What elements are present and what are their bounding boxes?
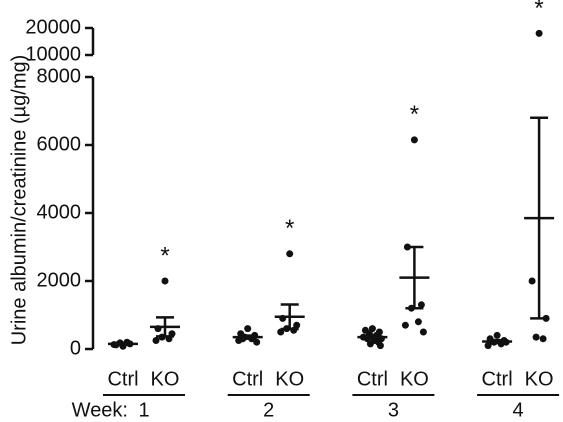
data-point xyxy=(539,335,547,343)
y-tick-label: 2000 xyxy=(37,269,82,291)
data-point xyxy=(410,136,418,144)
y-tick-label: 6000 xyxy=(37,133,82,155)
category-label: Ctrl xyxy=(107,368,138,390)
y-tick-label: 20000 xyxy=(25,16,81,38)
data-point xyxy=(244,325,252,333)
category-label: Ctrl xyxy=(357,368,388,390)
y-tick-label: 0 xyxy=(70,337,81,359)
significance-mark: * xyxy=(160,242,169,269)
data-point xyxy=(152,337,160,344)
data-point xyxy=(253,338,261,346)
y-tick-label: 10000 xyxy=(25,43,81,65)
data-point xyxy=(286,250,294,258)
data-point xyxy=(535,29,543,37)
data-point xyxy=(414,318,422,326)
week-label: 4 xyxy=(513,399,524,421)
category-label: KO xyxy=(525,368,554,390)
significance-mark: * xyxy=(410,101,419,128)
category-label: Ctrl xyxy=(482,368,513,390)
category-label: KO xyxy=(400,368,429,390)
data-point xyxy=(366,340,374,348)
y-tick-label: 8000 xyxy=(37,65,82,87)
data-point xyxy=(417,301,425,309)
category-label: KO xyxy=(275,368,304,390)
y-tick-label: 4000 xyxy=(37,201,82,223)
week-label: 1 xyxy=(138,399,149,421)
data-point xyxy=(493,331,501,339)
week-label: 2 xyxy=(263,399,274,421)
week-label: 3 xyxy=(388,399,399,421)
week-title: Week: xyxy=(72,399,128,421)
significance-mark: * xyxy=(534,0,543,22)
data-point xyxy=(419,328,427,336)
data-point xyxy=(293,321,301,329)
data-point xyxy=(277,328,285,336)
category-label: Ctrl xyxy=(232,368,263,390)
data-point xyxy=(161,277,169,285)
data-point xyxy=(532,333,540,341)
data-point xyxy=(376,342,384,350)
data-point xyxy=(368,325,376,333)
data-point xyxy=(528,277,536,285)
significance-mark: * xyxy=(285,215,294,242)
data-point xyxy=(401,321,409,329)
y-axis-label: Urine albumin/creatinine (µg/mg) xyxy=(8,55,30,346)
category-label: KO xyxy=(151,368,180,390)
